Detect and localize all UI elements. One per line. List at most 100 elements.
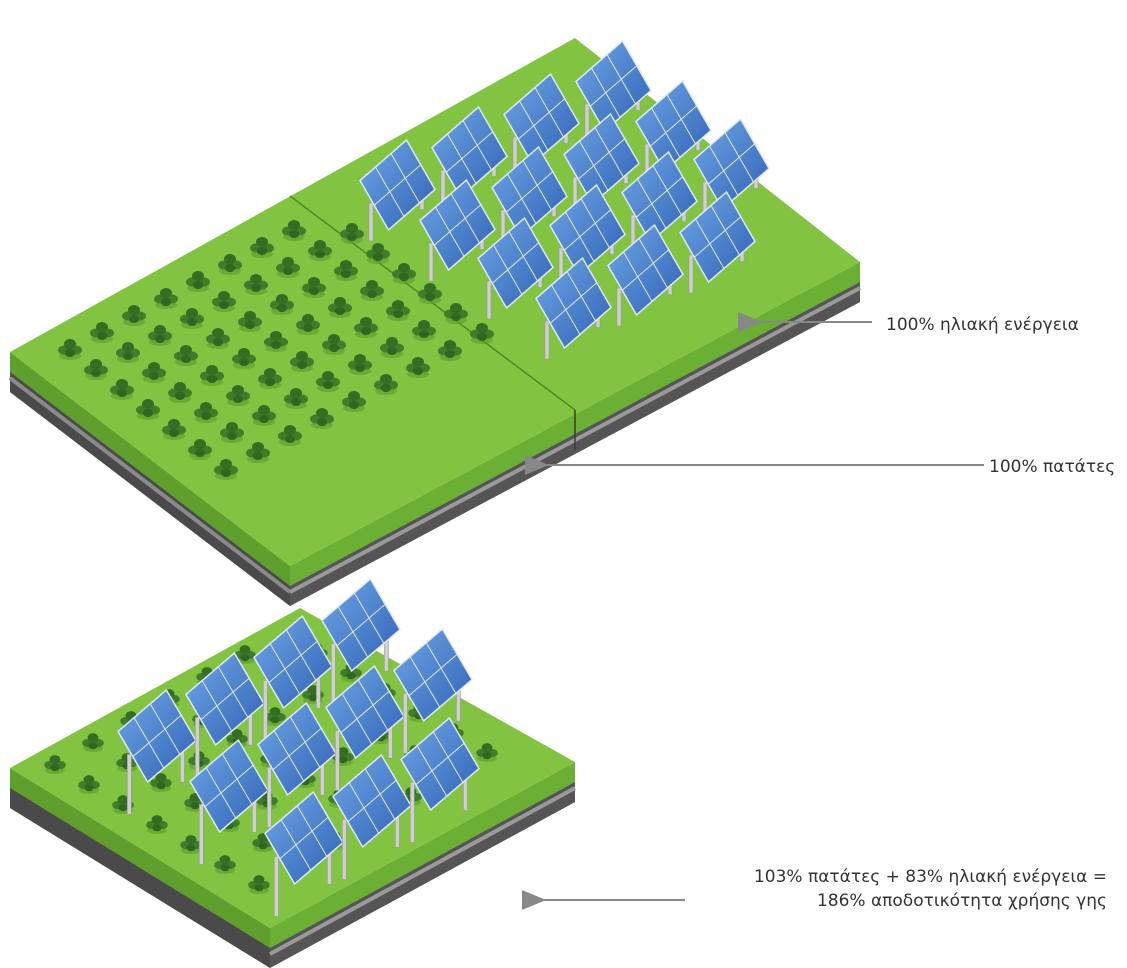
potato-plant [232, 348, 256, 369]
potato-plant [316, 371, 340, 392]
bottom-field [10, 577, 576, 968]
potato-plant [58, 339, 82, 360]
potato-plant [194, 402, 218, 423]
potato-plant [248, 875, 270, 895]
potato-plant [308, 240, 332, 261]
potato-plant [214, 459, 238, 480]
potato-plant [264, 331, 288, 352]
potato-plant [180, 308, 204, 329]
solar-panel [189, 738, 269, 865]
solar-panel [575, 39, 652, 143]
solar-panel [431, 105, 508, 209]
potato-plant [278, 425, 302, 446]
solar-panel [400, 716, 480, 843]
solar-panel [253, 614, 333, 741]
potato-plant [250, 237, 274, 258]
potato-plant [122, 305, 146, 326]
solar-panel [419, 178, 496, 282]
potato-plant [238, 311, 262, 332]
potato-plant [206, 328, 230, 349]
potato-plant [174, 345, 198, 366]
potato-plant [418, 283, 442, 304]
solar-panel [117, 688, 197, 815]
solar-panel [491, 145, 568, 249]
potato-plant [360, 280, 384, 301]
potato-plant [136, 399, 160, 420]
solar-panel [503, 72, 580, 176]
potato-plant [342, 391, 366, 412]
potato-plant [438, 340, 462, 361]
potato-plant [354, 317, 378, 338]
solar-panel [563, 112, 640, 216]
potato-plant [290, 351, 314, 372]
top-solar-panels [359, 39, 770, 360]
bottom-field-left-soil [10, 788, 270, 968]
potato-plant [214, 855, 236, 875]
solar-panel [679, 190, 756, 294]
potato-plant [284, 388, 308, 409]
potato-plant [148, 325, 172, 346]
solar-panel [332, 753, 412, 880]
potato-plant [90, 322, 114, 343]
solar-panel [607, 223, 684, 327]
potato-plant [44, 755, 66, 775]
potato-plant [406, 357, 430, 378]
potato-plant [116, 342, 140, 363]
potato-plant [188, 439, 212, 460]
solar-panel [393, 627, 473, 754]
potato-plant [142, 362, 166, 383]
potato-plant [302, 277, 326, 298]
solar-panel [321, 577, 401, 704]
potato-plant [264, 707, 286, 727]
solar-panel [257, 701, 337, 828]
bottom-solar-panels [117, 577, 480, 917]
potato-plant [162, 419, 186, 440]
potato-plant [220, 422, 244, 443]
label-agrivoltaic: 103% πατάτες + 83% ηλιακή ενέργεια = 186… [754, 865, 1107, 913]
potato-plant [258, 368, 282, 389]
potato-plant [200, 365, 224, 386]
label-solar-only: 100% ηλιακή ενέργεια [886, 315, 1079, 335]
potato-plant [322, 334, 346, 355]
potato-plant [244, 274, 268, 295]
solar-panel [549, 183, 626, 287]
potato-plant [150, 773, 172, 793]
solar-panel [477, 216, 554, 320]
potato-plant [374, 374, 398, 395]
solar-panel [621, 150, 698, 254]
potato-plant [310, 408, 334, 429]
potato-plant [246, 442, 270, 463]
potato-plant [334, 260, 358, 281]
potato-plant [82, 733, 104, 753]
potato-plant [282, 220, 306, 241]
potato-plant [252, 405, 276, 426]
potato-plant [380, 337, 404, 358]
potato-plant [392, 263, 416, 284]
potato-plant [470, 323, 494, 344]
potato-plant [348, 354, 372, 375]
potato-plant [186, 271, 210, 292]
potato-plant [340, 223, 364, 244]
potato-plant [212, 291, 236, 312]
top-potato-plants [58, 220, 494, 480]
label-potato-only: 100% πατάτες [989, 457, 1116, 477]
solar-panel [693, 117, 770, 221]
potato-plant [444, 303, 468, 324]
potato-plant [386, 300, 410, 321]
potato-plant [412, 320, 436, 341]
solar-panel [359, 138, 436, 242]
potato-plant [226, 385, 250, 406]
label-agrivoltaic-line1: 103% πατάτες + 83% ηλιακή ενέργεια = [753, 867, 1107, 887]
potato-plant [84, 359, 108, 380]
potato-plant [296, 314, 320, 335]
solar-panel [535, 256, 612, 360]
potato-plant [276, 257, 300, 278]
potato-plant [270, 294, 294, 315]
top-field [8, 38, 861, 606]
potato-plant [476, 743, 498, 763]
label-agrivoltaic-line2: 186% αποδοτικότητα χρήσης γης [816, 891, 1107, 911]
potato-plant [78, 775, 100, 795]
potato-plant [218, 254, 242, 275]
potato-plant [328, 297, 352, 318]
potato-plant [154, 288, 178, 309]
